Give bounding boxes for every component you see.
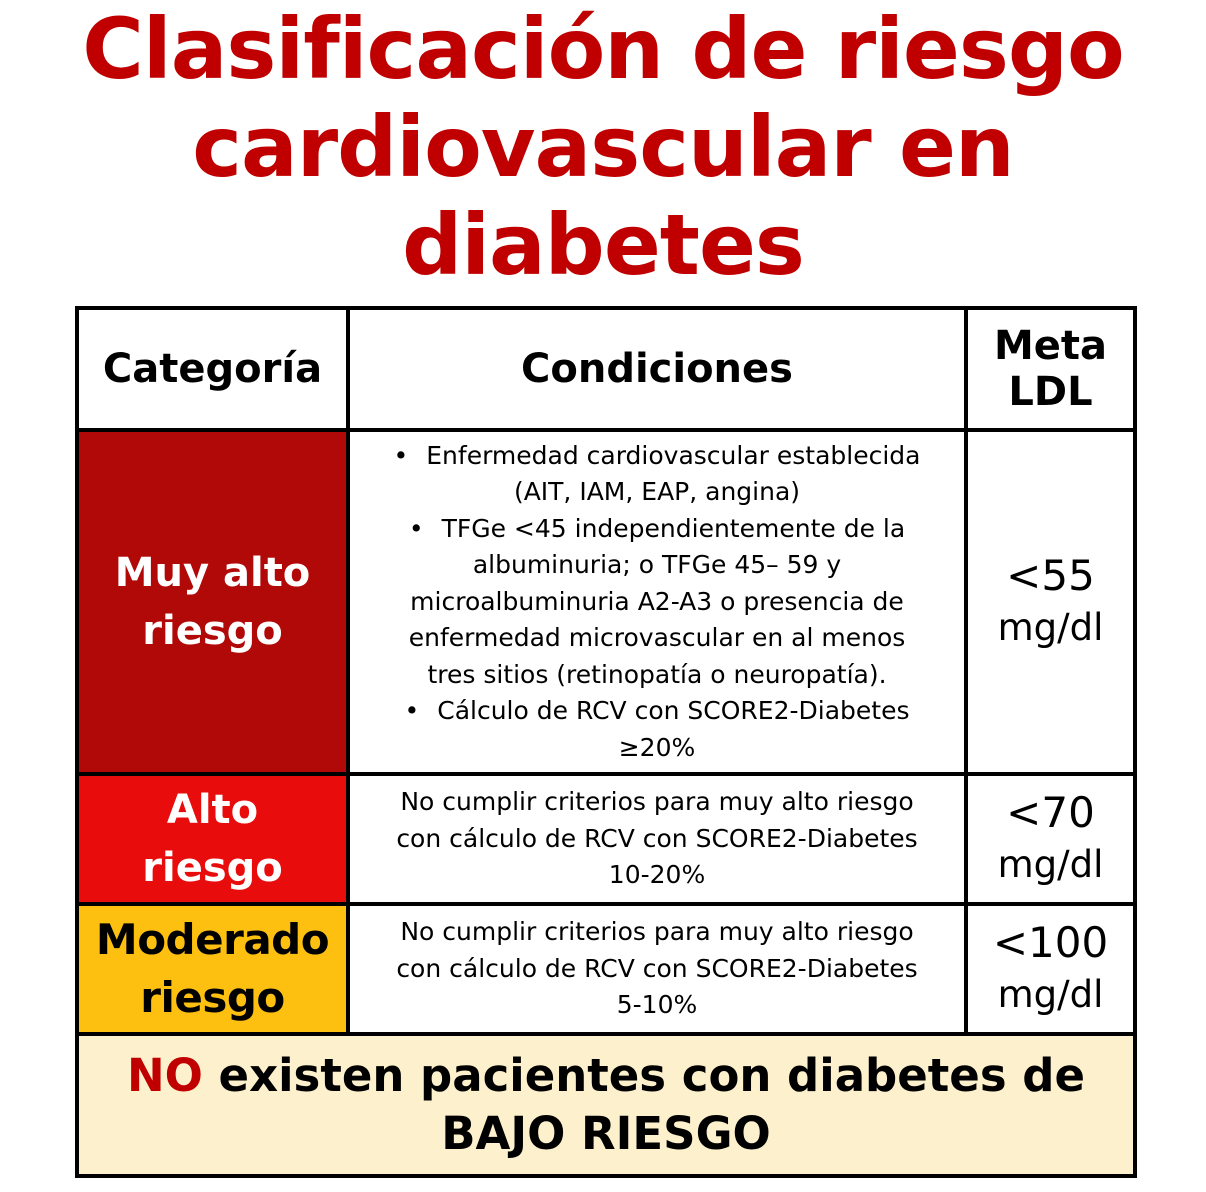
bullet-2-line1: TFGe <45 independientemente de la (441, 513, 906, 543)
divider (346, 310, 350, 1036)
goal-cell-moderate: <100 mg/dl (968, 906, 1133, 1032)
goal-value-high: <70 (1006, 788, 1095, 837)
conditions-cell-moderate: No cumplir criterios para muy alto riesg… (350, 906, 964, 1032)
conditions-moderate-line1: No cumplir criterios para muy alto riesg… (400, 917, 914, 947)
page-title: Clasificación de riesgo cardiovascular e… (0, 0, 1206, 294)
bullet-3-line1: Cálculo de RCV con SCORE2-Diabetes (437, 696, 910, 726)
goal-unit-very-high: mg/dl (997, 606, 1104, 649)
list-item: • Cálculo de RCV con SCORE2-Diabetes ≥20% (394, 693, 921, 766)
header-goal-line1: Meta (993, 323, 1108, 369)
category-cell-moderate: Moderado riesgo (79, 906, 346, 1032)
category-label-moderate: Moderado riesgo (95, 911, 330, 1027)
header-category: Categoría (79, 310, 346, 428)
category-cell-high: Alto riesgo (79, 776, 346, 902)
goal-cell-high: <70 mg/dl (968, 776, 1133, 902)
header-category-text: Categoría (102, 346, 323, 392)
bullet-2-line3: microalbuminuria A2-A3 o presencia de (410, 586, 904, 616)
conditions-high-line2: con cálculo de RCV con SCORE2-Diabetes (396, 823, 918, 853)
category-label-high: Alto riesgo (142, 781, 283, 897)
category-cell-very-high: Muy alto riesgo (79, 432, 346, 772)
title-line-1: Clasificación de riesgo (82, 0, 1124, 98)
category-high-line2: riesgo (142, 845, 283, 891)
footer-line-1-rest: existen pacientes con diabetes de (202, 1049, 1086, 1102)
divider (964, 310, 968, 1036)
footer-cell: NO existen pacientes con diabetes de BAJ… (79, 1036, 1133, 1174)
goal-value-very-high: <55 (1006, 551, 1095, 600)
divider (79, 772, 1133, 776)
goal-unit-high: mg/dl (997, 843, 1104, 886)
bullet-2-line4: enfermedad microvascular en al menos (408, 623, 906, 653)
conditions-cell-high: No cumplir criterios para muy alto riesg… (350, 776, 964, 902)
header-goal-ldl: Meta LDL (968, 310, 1133, 428)
conditions-moderate-line3: 5-10% (616, 990, 698, 1020)
divider (79, 1032, 1133, 1036)
bullet-2-line5: tres sitios (retinopatía o neuropatía). (427, 659, 887, 689)
bullet-1-line1: Enfermedad cardiovascular establecida (426, 440, 921, 470)
divider (79, 428, 1133, 432)
footer-line-1: NO existen pacientes con diabetes de (127, 1047, 1085, 1105)
footer-line-2: BAJO RIESGO (441, 1107, 771, 1160)
conditions-moderate-line2: con cálculo de RCV con SCORE2-Diabetes (396, 953, 918, 983)
header-conditions-text: Condiciones (521, 346, 793, 392)
goal-value-moderate: <100 (992, 918, 1109, 967)
header-conditions: Condiciones (350, 310, 964, 428)
title-line-2: cardiovascular en (192, 98, 1014, 196)
category-high-line1: Alto (166, 787, 259, 833)
conditions-list-very-high: • Enfermedad cardiovascular establecida (… (394, 438, 921, 767)
conditions-cell-very-high: • Enfermedad cardiovascular establecida (… (350, 432, 964, 772)
category-very-high-line1: Muy alto (114, 550, 311, 596)
conditions-high-line1: No cumplir criterios para muy alto riesg… (400, 787, 914, 817)
risk-table: Muy alto riesgo Alto riesgo Moderado rie… (75, 306, 1137, 1178)
divider (79, 902, 1133, 906)
category-moderate-line1: Moderado (95, 915, 330, 964)
bullet-3-line2: ≥20% (618, 732, 696, 762)
goal-unit-moderate: mg/dl (997, 973, 1104, 1016)
conditions-high-line3: 10-20% (608, 860, 706, 890)
bullet-2-line2: albuminuria; o TFGe 45– 59 y (472, 550, 842, 580)
goal-cell-very-high: <55 mg/dl (968, 432, 1133, 772)
footer-no-word: NO (126, 1049, 203, 1102)
category-very-high-line2: riesgo (142, 608, 283, 654)
list-item: • TFGe <45 independientemente de la album… (394, 511, 921, 694)
list-item: • Enfermedad cardiovascular establecida (… (394, 438, 921, 511)
category-label-very-high: Muy alto riesgo (115, 544, 311, 660)
bullet-1-line2: (AIT, IAM, EAP, angina) (513, 477, 801, 507)
category-moderate-line2: riesgo (140, 973, 285, 1022)
title-line-3: diabetes (402, 196, 805, 294)
header-goal-line2: LDL (1008, 369, 1093, 415)
